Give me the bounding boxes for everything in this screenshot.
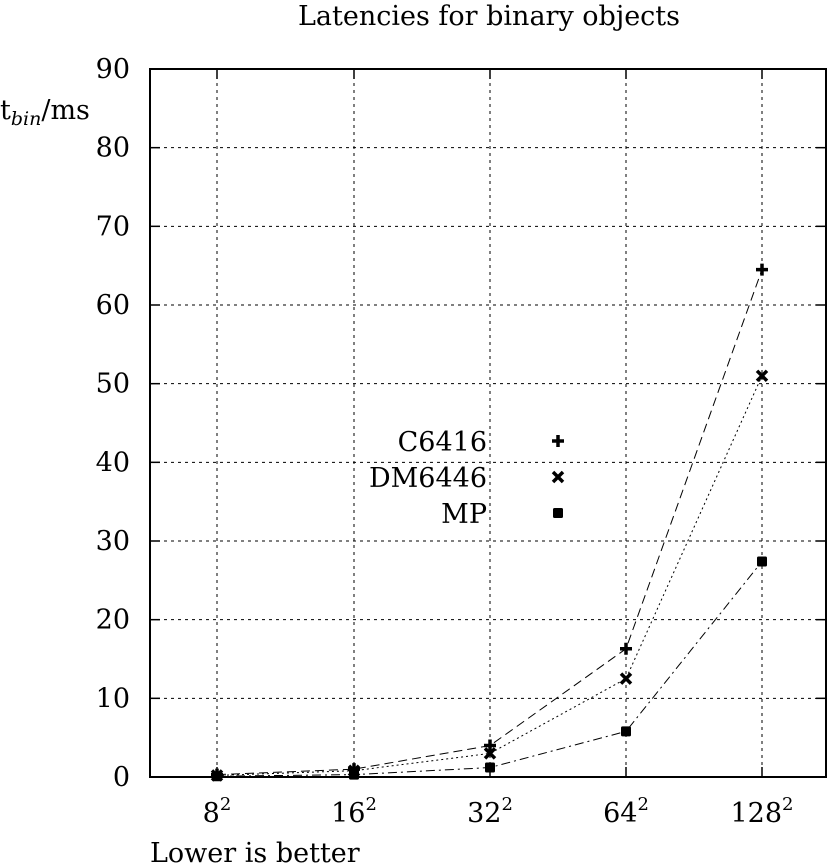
data-point-mp xyxy=(349,769,359,780)
legend-marker-mp xyxy=(553,508,563,518)
y-tick-label: 0 xyxy=(113,762,130,793)
y-tick-label: 20 xyxy=(96,605,130,636)
x-tick-label: 642 xyxy=(603,794,649,829)
y-tick-label: 40 xyxy=(96,447,130,478)
data-point-dm6446 xyxy=(619,672,633,685)
y-tick-label: 10 xyxy=(96,683,130,714)
x-axis-label: Lower is better xyxy=(150,838,360,865)
data-point-dm6446 xyxy=(755,369,769,383)
y-tick-label: 80 xyxy=(96,133,130,164)
data-point-mp xyxy=(757,556,767,567)
legend-label-c6416: C6416 xyxy=(398,427,487,458)
data-point-dm6446 xyxy=(483,747,497,760)
legend-marker-dm6446 xyxy=(551,470,565,484)
data-point-c6416 xyxy=(484,739,496,752)
grid xyxy=(150,69,826,777)
legend-label-mp: MP xyxy=(441,499,487,530)
series-line-c6416 xyxy=(216,269,763,776)
legend: C6416 DM6446 MP xyxy=(369,427,565,530)
y-tick-label: 60 xyxy=(96,290,130,321)
data-point-mp xyxy=(621,726,631,737)
data-point-c6416 xyxy=(756,263,768,276)
y-tick-label: 70 xyxy=(96,211,130,242)
x-tick-label: 162 xyxy=(331,794,377,829)
y-axis-label: tbin/ms xyxy=(0,95,90,130)
legend-label-dm6446: DM6446 xyxy=(369,463,487,494)
y-tick-label: 30 xyxy=(96,526,130,557)
data-point-mp xyxy=(212,771,222,782)
series-line-dm6446 xyxy=(216,375,763,776)
x-tick-label: 82 xyxy=(203,794,232,829)
y-tick-label: 50 xyxy=(96,369,130,400)
chart-title: Latencies for binary objects xyxy=(298,1,680,32)
plot-frame xyxy=(149,68,827,778)
data-markers xyxy=(210,263,769,782)
axes: 0 10 20 30 40 50 60 70 80 90 82 162 322 642 1282 xyxy=(96,54,827,829)
data-point-c6416 xyxy=(620,642,632,655)
x-tick-label: 322 xyxy=(467,794,513,829)
legend-marker-c6416 xyxy=(552,435,564,447)
x-tick-label: 1282 xyxy=(731,794,794,829)
data-point-mp xyxy=(485,762,495,773)
y-tick-label: 90 xyxy=(96,54,130,85)
